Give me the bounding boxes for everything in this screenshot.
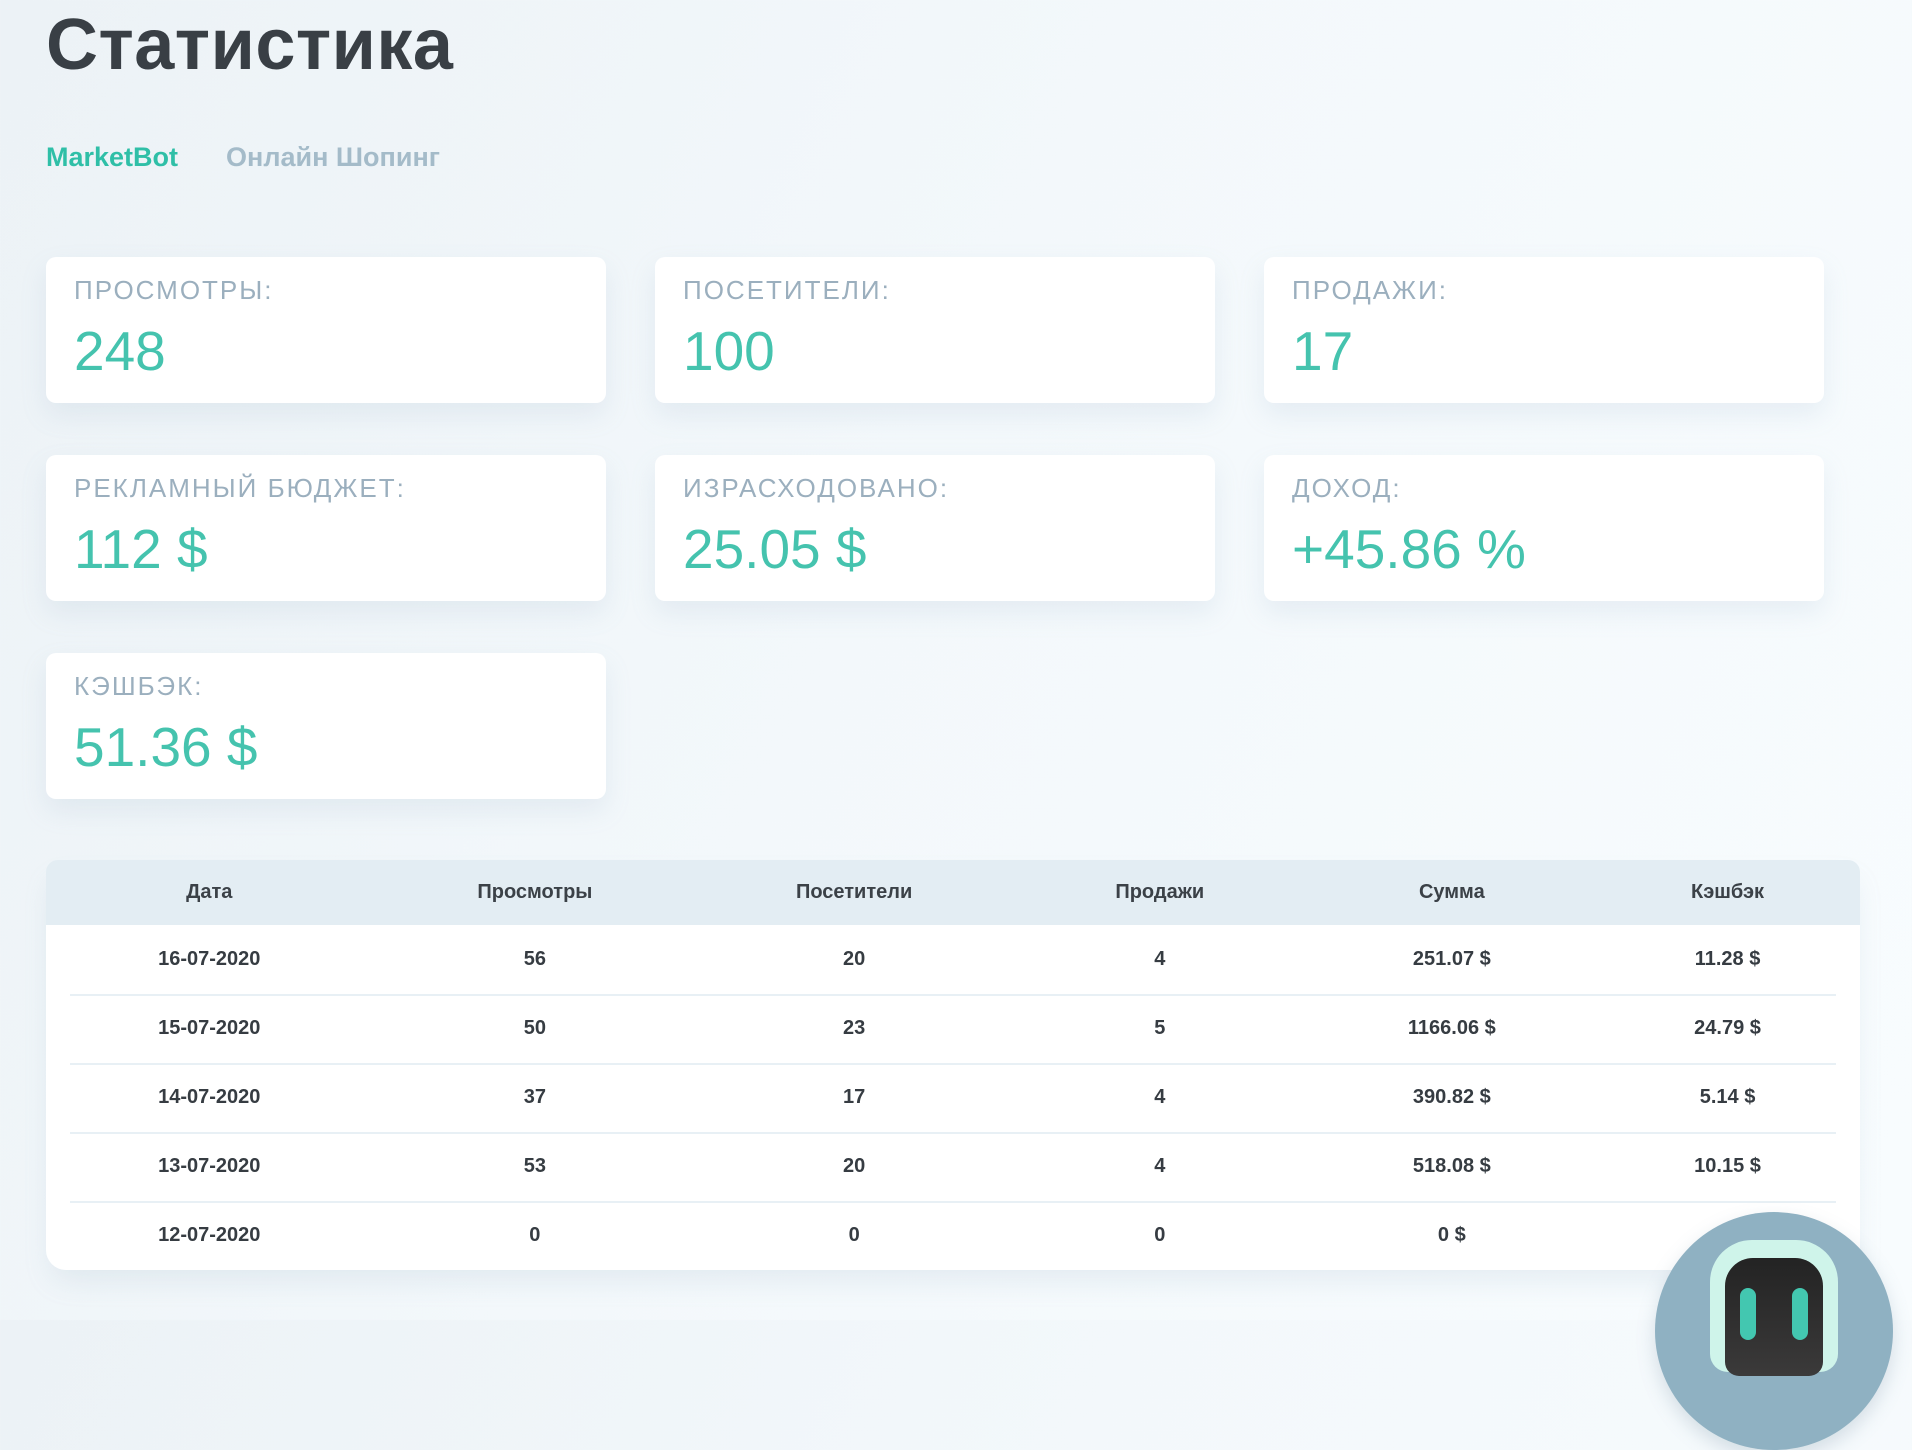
table-cell: 0 (848, 1224, 860, 1246)
project-tabs: MarketBot Онлайн Шопинг (46, 140, 1860, 174)
table-cell: 24.79 $ (1694, 1017, 1761, 1039)
page-title: Статистика (46, 5, 454, 85)
table-cell: 37 (523, 1086, 546, 1108)
stat-card-sales: ПРОДАЖИ: 17 (1264, 257, 1824, 403)
robot-eye-left (1740, 1288, 1756, 1340)
table-header-cell: Продажи (1115, 881, 1205, 903)
stat-card-label: ПРОДАЖИ: (1292, 275, 1448, 305)
table-row: 12-07-2020 0 0 0 0 $ (46, 1201, 1860, 1270)
stat-cards-grid: ПРОСМОТРЫ: 248 ПОСЕТИТЕЛИ: 100 ПРОДАЖИ: … (46, 257, 1860, 799)
stat-card-value: 100 (683, 320, 775, 382)
table-cell: 15-07-2020 (158, 1017, 261, 1039)
table-body: 16-07-2020 56 20 4 251.07 $ 11.28 $ 15-07-2020… (46, 925, 1860, 1270)
table-header-cell: Посетители (795, 881, 913, 903)
table-row: 13-07-2020 53 20 4 518.08 $ 10.15 $ (46, 1132, 1860, 1201)
stat-card-value: 17 (1292, 320, 1354, 382)
tab-online-shopping[interactable]: Онлайн Шопинг (226, 142, 441, 172)
table-header-row: Дата Просмотры Посетители Продажи Сумма Кэшбэ… (46, 860, 1860, 925)
table-cell: 10.15 $ (1694, 1155, 1761, 1177)
stat-card-cashback: КЭШБЭК: 51.36 $ (46, 653, 606, 799)
stat-card-value: 248 (74, 320, 166, 382)
table-cell: 4 (1154, 1155, 1166, 1177)
table-cell: 5.14 $ (1699, 1086, 1756, 1108)
table-row: 16-07-2020 56 20 4 251.07 $ 11.28 $ (46, 925, 1860, 994)
table-header-cell: Кэшбэк (1691, 881, 1765, 903)
table-header-cell: Дата (186, 881, 233, 903)
statistics-page: Статистика MarketBot Онлайн Шопинг ПРОСМ… (46, 5, 1860, 1270)
table-cell: 518.08 $ (1412, 1155, 1491, 1177)
table-cell: 1166.06 $ (1407, 1017, 1496, 1039)
table-cell: 390.82 $ (1412, 1086, 1491, 1108)
table-cell: 23 (843, 1017, 866, 1039)
table-cell: 0 $ (1437, 1224, 1466, 1246)
table-cell: 11.28 $ (1694, 948, 1761, 970)
stats-table: Дата Просмотры Посетители Продажи Сумма Кэшбэ… (46, 860, 1860, 1270)
stat-card-value: 25.05 $ (683, 518, 867, 580)
stat-card-ad-budget: РЕКЛАМНЫЙ БЮДЖЕТ: 112 $ (46, 455, 606, 601)
table-cell: 56 (523, 948, 546, 970)
table-cell: 14-07-2020 (158, 1086, 261, 1108)
stat-card-value: 112 $ (74, 518, 208, 580)
table-cell: 0 (529, 1224, 541, 1246)
stat-card-value: 51.36 $ (74, 716, 258, 778)
stat-card-label: ПОСЕТИТЕЛИ: (683, 275, 891, 305)
stat-card-income: ДОХОД: +45.86 % (1264, 455, 1824, 601)
table-cell: 50 (523, 1017, 546, 1039)
stat-card-visitors: ПОСЕТИТЕЛИ: 100 (655, 257, 1215, 403)
table-header-cell: Сумма (1418, 881, 1485, 903)
stat-card-value: +45.86 % (1292, 518, 1526, 580)
chat-widget-button[interactable] (1655, 1212, 1893, 1450)
stat-card-label: ИЗРАСХОДОВАНО: (683, 473, 950, 503)
table-cell: 4 (1154, 948, 1166, 970)
stat-card-label: ДОХОД: (1292, 473, 1402, 503)
table-cell: 13-07-2020 (158, 1155, 261, 1177)
table-cell: 251.07 $ (1412, 948, 1491, 970)
stat-card-label: ПРОСМОТРЫ: (74, 275, 274, 305)
robot-eye-right (1792, 1288, 1808, 1340)
stat-card-label: КЭШБЭК: (74, 671, 204, 701)
stat-card-spent: ИЗРАСХОДОВАНО: 25.05 $ (655, 455, 1215, 601)
tab-marketbot[interactable]: MarketBot (46, 142, 179, 172)
stat-card-label: РЕКЛАМНЫЙ БЮДЖЕТ: (74, 473, 406, 503)
table-row: 15-07-2020 50 23 5 1166.06 $ 24.79 $ (46, 994, 1860, 1063)
table-row: 14-07-2020 37 17 4 390.82 $ 5.14 $ (46, 1063, 1860, 1132)
table-cell: 12-07-2020 (158, 1224, 261, 1246)
table-cell: 0 (1154, 1224, 1166, 1246)
table-cell: 20 (843, 948, 866, 970)
table-cell: 53 (523, 1155, 546, 1177)
table-cell: 4 (1154, 1086, 1166, 1108)
table-cell: 5 (1154, 1017, 1166, 1039)
table-cell: 17 (843, 1086, 866, 1108)
table-cell: 20 (843, 1155, 866, 1177)
table-cell: 16-07-2020 (158, 948, 261, 970)
table-header-cell: Просмотры (477, 881, 593, 903)
stat-card-views: ПРОСМОТРЫ: 248 (46, 257, 606, 403)
